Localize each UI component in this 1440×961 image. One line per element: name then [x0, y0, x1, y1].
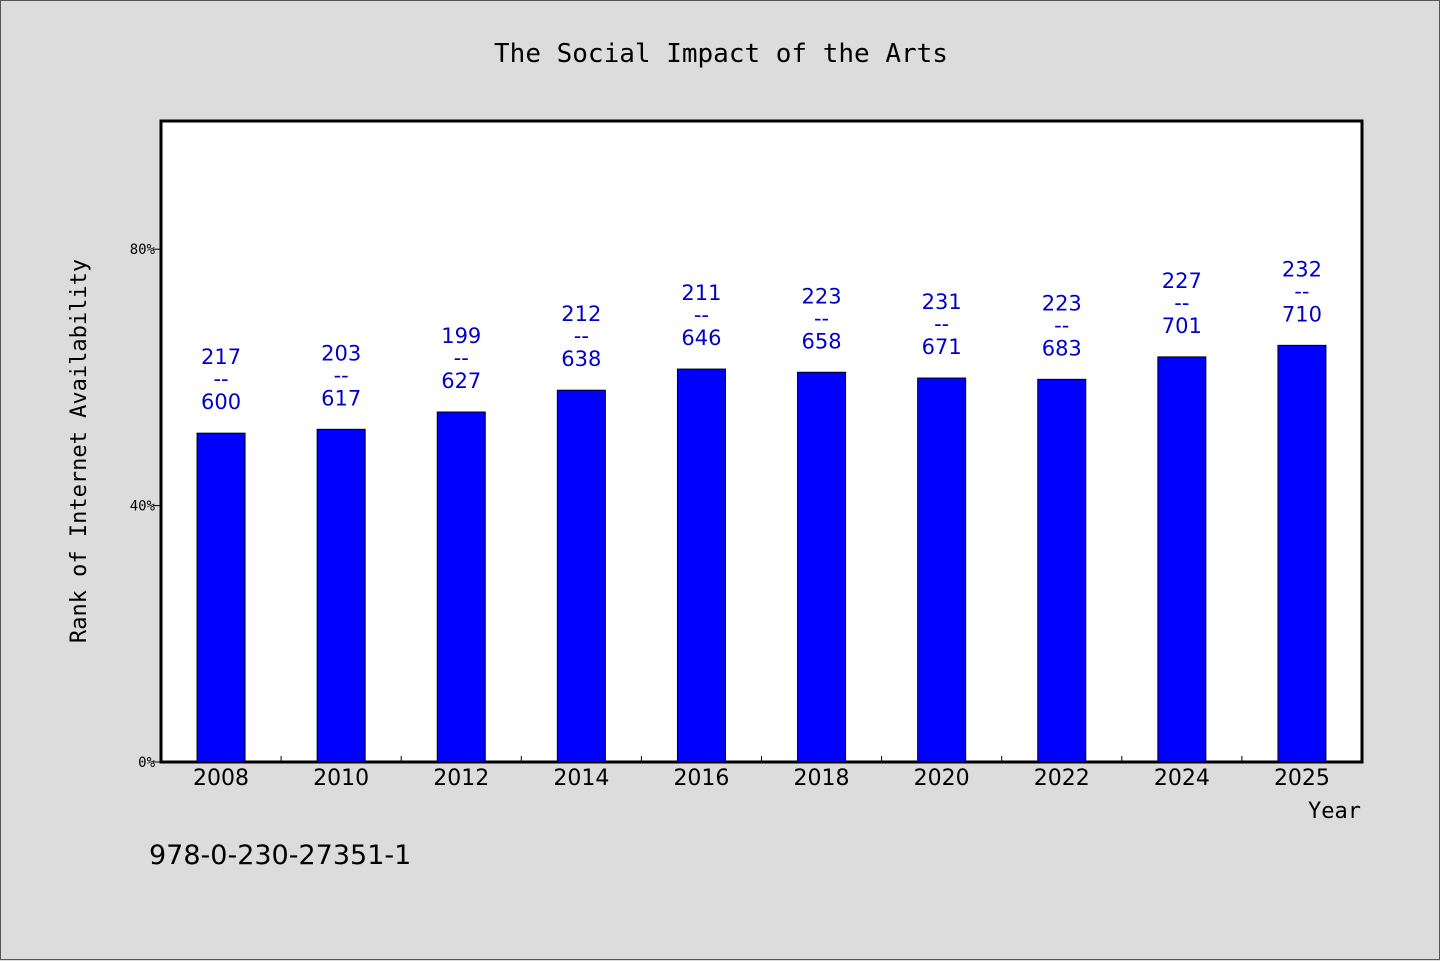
bar	[196, 432, 246, 763]
data-label-separator: --	[694, 303, 709, 327]
data-label-top: 232	[1282, 257, 1322, 281]
bar	[1277, 344, 1327, 763]
bar	[676, 368, 726, 763]
data-label-separator: --	[334, 363, 349, 387]
data-label-top: 211	[681, 281, 721, 305]
x-axis-label: Year	[1308, 799, 1361, 824]
bar	[316, 428, 366, 763]
y-axis: 0% 40% 80%	[130, 242, 161, 771]
data-label-separator: --	[574, 324, 589, 348]
data-label-top: 227	[1162, 269, 1202, 293]
x-tick-label: 2008	[193, 766, 249, 791]
x-axis: 2008 2010 2012 2014 2016 2018 2020 2022 2024 2025	[193, 756, 1330, 791]
data-label-bottom: 710	[1282, 302, 1322, 326]
data-label-separator: --	[1054, 313, 1069, 337]
x-tick-label: 2010	[313, 766, 369, 791]
x-tick-label: 2012	[433, 766, 489, 791]
data-label-top: 217	[201, 345, 241, 369]
data-label-separator: --	[454, 346, 469, 370]
data-label-top: 203	[321, 341, 361, 365]
bar	[436, 411, 486, 763]
data-label-separator: --	[1294, 279, 1309, 303]
data-label-separator: --	[213, 367, 228, 391]
data-label-separator: --	[1174, 291, 1189, 315]
data-label-separator: --	[934, 312, 949, 336]
x-tick-label: 2025	[1274, 766, 1330, 791]
data-label-top: 231	[922, 290, 962, 314]
x-tick-label: 2018	[794, 766, 850, 791]
x-tick-label: 2014	[553, 766, 609, 791]
data-label-bottom: 627	[441, 369, 481, 393]
bar	[1157, 356, 1207, 763]
y-tick-label: 80%	[130, 242, 156, 258]
x-tick-label: 2024	[1154, 766, 1210, 791]
chart-title: The Social Impact of the Arts	[494, 39, 948, 69]
data-label-bottom: 638	[561, 347, 601, 371]
y-tick-label: 40%	[130, 499, 156, 515]
bar	[917, 377, 967, 763]
data-label-top: 212	[561, 302, 601, 326]
y-tick-label: 0%	[138, 755, 155, 771]
data-labels: 217--600203--617199--627212--638211--646…	[201, 257, 1322, 414]
data-label-bottom: 701	[1162, 314, 1202, 338]
data-label-bottom: 617	[321, 386, 361, 410]
data-label-bottom: 646	[681, 326, 721, 350]
bar	[1037, 378, 1087, 763]
data-label-bottom: 683	[1042, 336, 1082, 360]
data-label-bottom: 671	[922, 335, 962, 359]
y-axis-label: Rank of Internet Availability	[67, 259, 92, 643]
bar	[556, 389, 606, 763]
data-label-bottom: 600	[201, 390, 241, 414]
data-label-top: 223	[802, 284, 842, 308]
bar	[797, 371, 847, 763]
bar-series	[196, 344, 1327, 763]
data-label-top: 199	[441, 324, 481, 348]
data-label-separator: --	[814, 306, 829, 330]
x-tick-label: 2022	[1034, 766, 1090, 791]
x-tick-label: 2016	[673, 766, 729, 791]
x-tick-label: 2020	[914, 766, 970, 791]
data-label-bottom: 658	[802, 329, 842, 353]
data-label-top: 223	[1042, 291, 1082, 315]
isbn-label: 978-0-230-27351-1	[149, 840, 411, 871]
